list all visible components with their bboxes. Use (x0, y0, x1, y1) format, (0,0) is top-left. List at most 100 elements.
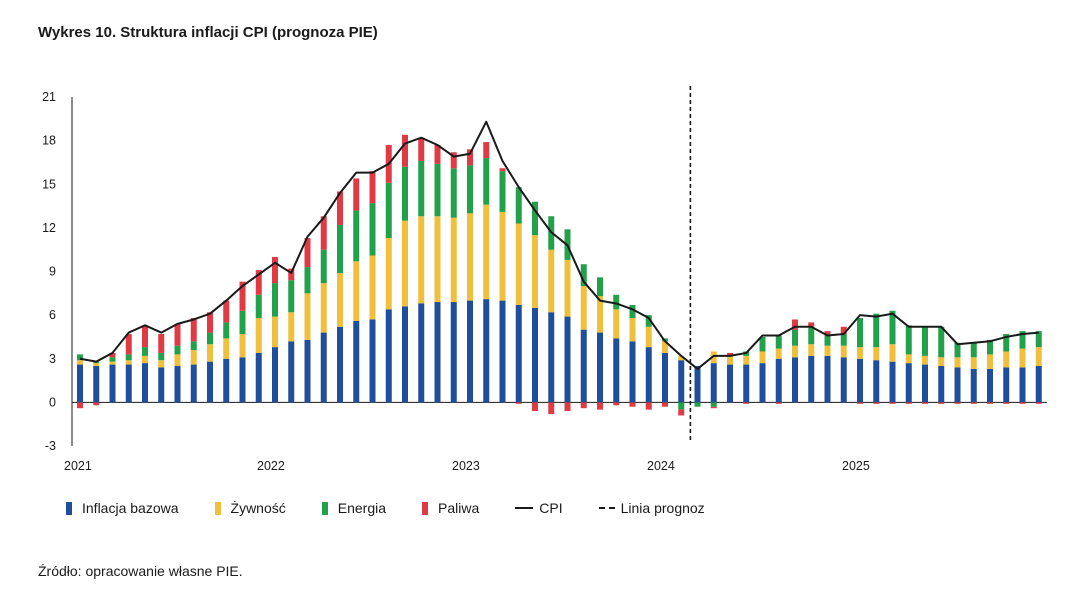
bar-food (922, 355, 928, 365)
bar-energy (613, 294, 620, 310)
bar-food (678, 355, 685, 361)
bar-fuel (792, 319, 798, 330)
bar-fuel (970, 402, 977, 404)
bar-fuel (158, 334, 165, 353)
bar-core (109, 364, 116, 403)
y-tick-label: 18 (42, 134, 56, 148)
bar-energy (694, 402, 701, 407)
bar-food (125, 360, 132, 365)
bar-energy (597, 277, 603, 297)
bar-food (759, 351, 766, 364)
y-tick-label: 15 (42, 177, 56, 191)
bar-fuel (1019, 402, 1026, 404)
y-tick-label: 9 (49, 265, 56, 279)
bar-fuel (418, 137, 425, 161)
bar-core (857, 358, 863, 403)
bar-energy (580, 264, 587, 287)
bar-fuel (857, 402, 863, 404)
bar-fuel (840, 326, 847, 335)
bar-fuel (207, 312, 213, 333)
bar-food (564, 259, 571, 317)
bar-core (775, 358, 782, 403)
bar-core (467, 300, 473, 403)
bar-core (954, 367, 961, 403)
bar-core (987, 368, 993, 403)
bar-food (1003, 351, 1010, 368)
bar-food (320, 283, 327, 333)
bar-fuel (873, 402, 880, 404)
bar-core (970, 368, 977, 403)
bar-core (255, 352, 262, 403)
bar-energy (532, 201, 538, 236)
bar-core (629, 341, 636, 403)
bar-food (645, 326, 652, 348)
legend-label-energy: Energia (337, 500, 387, 516)
bar-fuel (597, 402, 603, 410)
bar-fuel (190, 318, 197, 342)
y-tick-label: 12 (42, 221, 56, 235)
bar-energy (905, 325, 912, 355)
bar-fuel (889, 402, 896, 404)
bar-food (905, 354, 912, 364)
bar-food (93, 363, 100, 367)
bar-energy (483, 158, 490, 205)
bar-energy (857, 318, 863, 348)
bar-core (515, 304, 522, 403)
bar-core (613, 338, 620, 403)
bar-fuel (905, 402, 912, 404)
bar-fuel (548, 402, 555, 415)
legend-label-forecast: Linia prognoz (620, 500, 705, 516)
line-layer (79, 86, 1039, 442)
bar-core (174, 366, 181, 403)
bar-core (645, 347, 652, 403)
bar-food (775, 348, 782, 359)
bar-core (1003, 367, 1010, 403)
source-note: Źródło: opracowanie własne PIE. (38, 563, 243, 579)
bar-food (1035, 347, 1042, 367)
bar-food (499, 211, 506, 301)
bar-food (434, 216, 441, 303)
bar-fuel (662, 402, 668, 407)
bar-food (548, 249, 555, 313)
bar-food (808, 344, 815, 356)
legend-label-core: Inflacja bazowa (82, 500, 179, 516)
legend-item-energy: Energia (321, 500, 387, 516)
bar-core (938, 366, 945, 403)
bar-fuel (564, 402, 571, 412)
bar-fuel (499, 168, 506, 172)
legend-swatch-core (66, 501, 72, 515)
bar-food (223, 338, 230, 359)
x-tick-label: 2024 (647, 459, 675, 473)
x-tick-label: 2025 (842, 459, 870, 473)
bar-fuel (824, 331, 831, 336)
bar-fuel (532, 402, 538, 412)
bar-energy (808, 326, 815, 345)
bar-food (873, 347, 880, 361)
cpi-line (79, 120, 1039, 370)
bar-energy (142, 347, 148, 356)
bar-core (304, 339, 311, 403)
bar-fuel (272, 256, 278, 284)
bar-energy (970, 342, 977, 358)
bar-fuel (1003, 402, 1010, 404)
bar-food (255, 318, 262, 353)
bar-core (662, 352, 668, 403)
bar-food (239, 334, 246, 358)
bar-core (77, 364, 83, 403)
legend: Inflacja bazowa Żywność Energia Paliwa C… (66, 500, 741, 516)
bar-energy (402, 166, 408, 221)
bar-core (905, 363, 912, 403)
bar-energy (255, 294, 262, 319)
bar-core (710, 363, 717, 403)
bar-energy (418, 160, 425, 217)
bar-fuel (938, 402, 945, 404)
bar-fuel (239, 281, 246, 311)
bar-core (1035, 366, 1042, 403)
legend-item-fuel: Paliwa (422, 500, 479, 516)
bar-energy (353, 210, 360, 262)
bar-core (418, 303, 425, 403)
bar-food (580, 286, 587, 330)
legend-swatch-fuel (422, 501, 429, 515)
bar-core (190, 364, 197, 403)
